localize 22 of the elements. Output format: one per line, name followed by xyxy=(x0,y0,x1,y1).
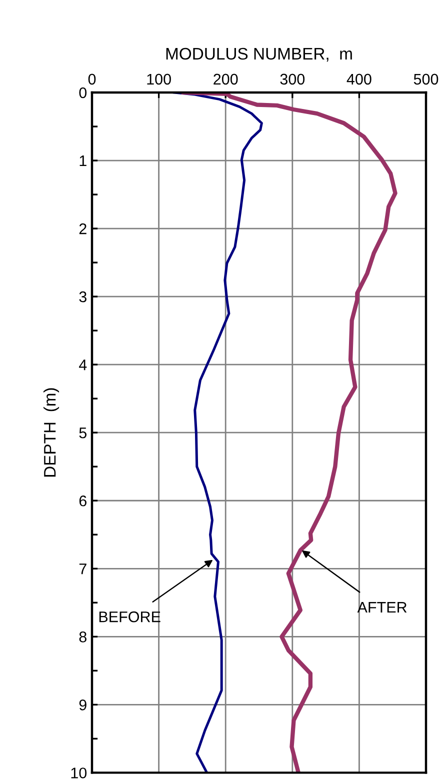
x-axis-title: MODULUS NUMBER, m xyxy=(166,48,352,62)
y-tick-label: 1 xyxy=(80,156,86,166)
annotation: BEFORE xyxy=(99,611,160,622)
y-tick-label: 6 xyxy=(79,495,86,506)
y-axis-title: DEPTH (m) xyxy=(44,388,60,477)
y-tick-label: 0 xyxy=(79,87,87,98)
x-tick-label: 200 xyxy=(214,74,238,85)
x-tick-label: 300 xyxy=(280,74,305,85)
line-series xyxy=(172,92,263,773)
y-tick-label: 3 xyxy=(79,291,86,302)
annotation: AFTER xyxy=(357,602,407,613)
y-tick-label: 5 xyxy=(79,428,86,438)
y-tick-label: 9 xyxy=(79,700,86,710)
y-tick-label: 7 xyxy=(79,564,86,574)
x-tick-label: 0 xyxy=(88,74,96,85)
x-tick-label: 400 xyxy=(346,74,372,85)
y-tick-label: 10 xyxy=(71,768,87,778)
x-tick-label: 500 xyxy=(414,74,438,85)
y-tick-label: 8 xyxy=(79,632,86,642)
y-tick-label: 4 xyxy=(78,360,87,370)
y-tick-label: 2 xyxy=(79,223,86,234)
x-tick-label: 100 xyxy=(147,74,171,85)
